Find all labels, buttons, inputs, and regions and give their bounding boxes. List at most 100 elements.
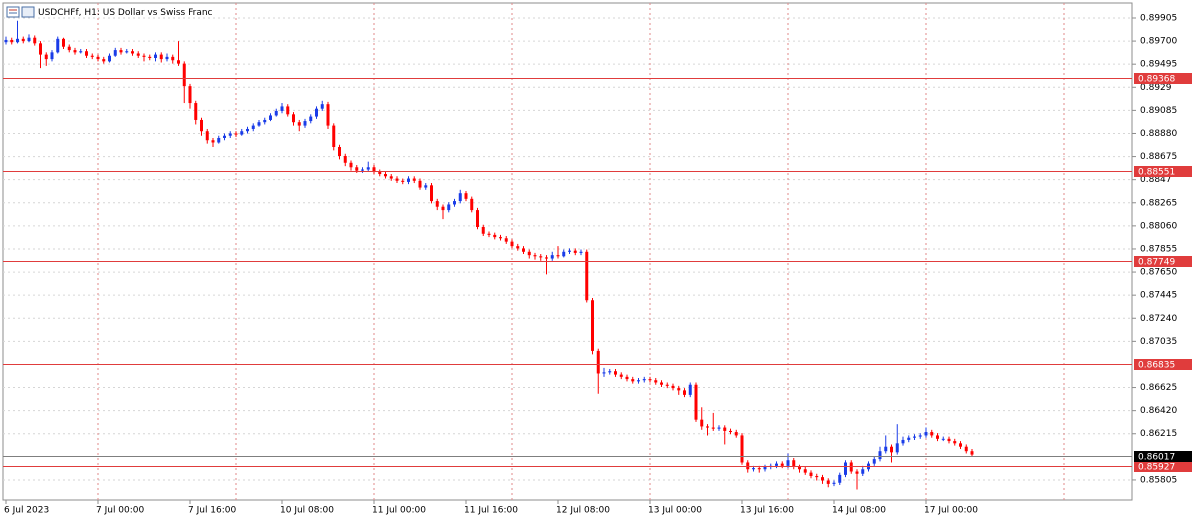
candle-body <box>188 86 192 104</box>
candle-body <box>113 50 117 56</box>
candle-body <box>458 193 462 202</box>
candle-body <box>165 56 169 60</box>
candle-body <box>711 427 715 429</box>
candle-body <box>700 419 704 427</box>
candle-body <box>407 178 410 182</box>
candle-body <box>389 176 393 179</box>
candle-body <box>251 125 255 129</box>
candle-body <box>631 379 635 382</box>
y-tick-label: 0.86420 <box>1140 406 1177 416</box>
symbol-icon <box>21 6 35 18</box>
y-tick-label: 0.86215 <box>1140 429 1177 439</box>
level-label-bg <box>1134 256 1192 267</box>
candle-body <box>677 388 681 391</box>
candle-body <box>568 250 571 252</box>
candle-body <box>85 51 88 56</box>
y-tick-label: 0.8929 <box>1140 83 1172 93</box>
candle-body <box>280 106 284 111</box>
candle-body <box>44 54 48 60</box>
x-tick-label: 13 Jul 16:00 <box>740 506 794 516</box>
candle-body <box>527 251 531 256</box>
y-tick-label: 0.87855 <box>1140 244 1177 254</box>
candle-body <box>918 435 922 437</box>
last-price-bg <box>1134 451 1192 462</box>
candle-body <box>96 56 100 60</box>
candle-body <box>435 201 439 207</box>
candle-body <box>424 185 428 188</box>
candle-body <box>665 384 669 386</box>
candle-body <box>332 125 336 147</box>
candle-body <box>947 438 951 442</box>
level-label: 0.88551 <box>1138 168 1175 178</box>
candle-body <box>395 178 399 181</box>
y-tick-label: 0.88265 <box>1140 198 1177 208</box>
level-label: 0.85927 <box>1138 463 1175 473</box>
candle-body <box>861 469 865 474</box>
candle-body <box>539 256 543 258</box>
y-tick-label: 0.89085 <box>1140 106 1177 116</box>
candle-body <box>504 238 508 242</box>
plot-frame <box>2 2 1133 501</box>
y-tick-label: 0.88675 <box>1140 152 1177 162</box>
level-label: 0.89368 <box>1138 75 1175 85</box>
candle-body <box>90 55 94 57</box>
candle-body <box>378 171 382 175</box>
x-tick-label: 11 Jul 00:00 <box>372 506 426 516</box>
candle-body <box>372 167 376 172</box>
candle-body <box>723 427 727 431</box>
candle-body <box>740 435 744 463</box>
candle-body <box>688 384 692 395</box>
candles <box>4 20 974 490</box>
candle-body <box>430 185 433 202</box>
candle-body <box>62 38 65 47</box>
candle-body <box>734 432 738 436</box>
candle-body <box>320 104 324 109</box>
candle-body <box>16 38 19 43</box>
candle-body <box>263 119 267 123</box>
candle-body <box>533 255 537 257</box>
candle-body <box>746 462 750 470</box>
levels <box>3 78 1132 467</box>
candle-body <box>798 466 801 470</box>
candle-body <box>780 463 784 466</box>
candle-body <box>602 372 606 374</box>
candle-body <box>142 55 146 57</box>
candle-body <box>470 198 474 211</box>
candle-body <box>366 167 370 170</box>
candle-body <box>838 474 842 483</box>
y-tick-label: 0.85805 <box>1140 475 1177 485</box>
candle-body <box>21 38 25 42</box>
candle-body <box>50 52 54 60</box>
candle-body <box>447 204 451 211</box>
candle-body <box>205 131 209 141</box>
level-label-bg <box>1134 166 1192 177</box>
candle-body <box>936 435 939 439</box>
candle-body <box>826 480 830 484</box>
candle-body <box>556 255 560 257</box>
candle-body <box>326 104 330 126</box>
x-tick-label: 6 Jul 2023 <box>4 506 49 516</box>
candle-body <box>343 156 347 163</box>
candle-body <box>309 116 313 122</box>
grid <box>3 3 1132 500</box>
y-tick-label: 0.89700 <box>1140 37 1177 47</box>
candle-body <box>516 246 520 249</box>
candle-body <box>125 51 129 53</box>
candle-body <box>154 54 157 58</box>
candle-body <box>591 300 594 351</box>
candle-body <box>269 115 272 120</box>
y-tick-label: 0.89905 <box>1140 13 1177 23</box>
candle-body <box>579 251 583 253</box>
candle-body <box>803 469 807 473</box>
candle-body <box>596 350 600 374</box>
candle-body <box>648 379 652 381</box>
y-tick-label: 0.86625 <box>1140 383 1177 393</box>
candle-body <box>522 248 525 252</box>
candle-body <box>792 460 796 467</box>
candle-body <box>274 110 278 116</box>
candle-body <box>223 135 226 138</box>
candle-body <box>585 251 589 301</box>
candle-body <box>499 237 502 239</box>
candle-body <box>464 193 468 199</box>
